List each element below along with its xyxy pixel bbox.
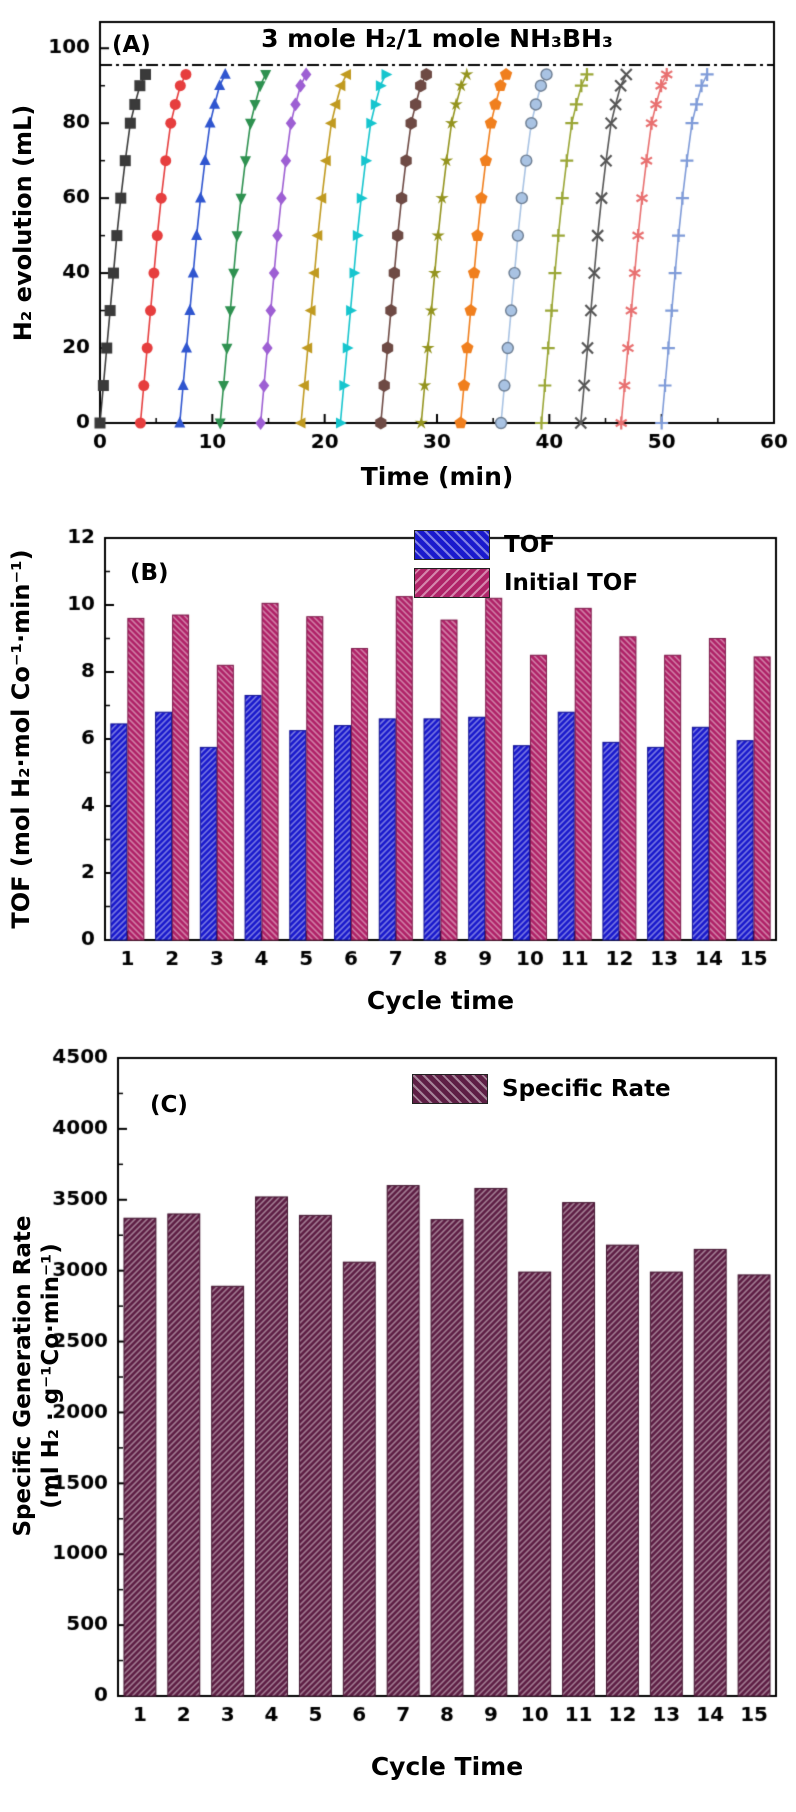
panel-c-x-axis-label: Cycle Time (370, 1752, 524, 1781)
panel-b-y-axis-label: TOF (mol H₂·mol Co⁻¹·min⁻¹) (7, 549, 35, 929)
legend-row-tof: TOF (414, 530, 638, 560)
panel-b-x-axis-label: Cycle time (366, 986, 515, 1015)
panel-a-h2-evolution: (A) 3 mole H₂/1 mole NH₃BH₃ H₂ evolution… (0, 6, 796, 512)
tof-bar-chart-canvas (0, 520, 796, 1036)
initial-tof-legend-label: Initial TOF (504, 570, 639, 596)
initial-tof-legend-swatch (414, 568, 490, 598)
panel-c-tag: (C) (150, 1092, 188, 1118)
legend-row-specific-rate: Specific Rate (412, 1074, 671, 1104)
panel-a-x-axis-label: Time (min) (360, 462, 514, 491)
panel-b-legend: TOF Initial TOF (414, 530, 638, 598)
panel-c-y-axis-label: Specific Generation Rate (ml H₂ · g⁻¹Co·… (10, 1215, 64, 1537)
specific-rate-bar-chart-canvas (0, 1040, 796, 1810)
panel-a-title: 3 mole H₂/1 mole NH₃BH₃ (261, 24, 613, 53)
specific-rate-legend-label: Specific Rate (502, 1076, 671, 1102)
panel-c-specific-rate: (C) Specific Generation Rate (ml H₂ · g⁻… (0, 1040, 796, 1810)
specific-rate-legend-swatch (412, 1074, 488, 1104)
panel-b-tag: (B) (130, 560, 169, 586)
panel-a-y-axis-label: H₂ evolution (mL) (9, 104, 37, 342)
panel-c-legend: Specific Rate (412, 1074, 671, 1104)
tof-legend-label: TOF (504, 532, 555, 558)
legend-row-initial-tof: Initial TOF (414, 568, 638, 598)
panel-a-tag: (A) (112, 32, 151, 58)
h2-evolution-chart-canvas (0, 6, 796, 512)
panel-b-tof: (B) TOF (mol H₂·mol Co⁻¹·min⁻¹) Cycle ti… (0, 520, 796, 1036)
tof-legend-swatch (414, 530, 490, 560)
